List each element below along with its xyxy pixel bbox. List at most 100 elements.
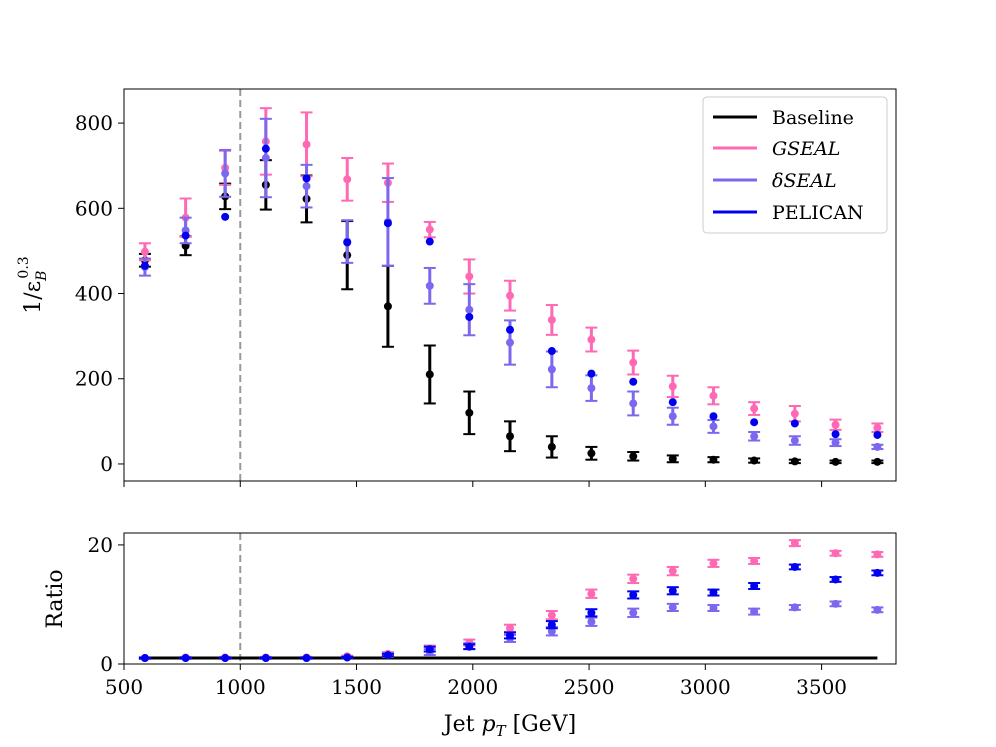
- point-gseal: [629, 358, 638, 367]
- point-pelican: [425, 237, 434, 246]
- ratio-point-pelican: [221, 654, 230, 663]
- point-gseal: [790, 409, 799, 418]
- ratio-xtick-label: 3500: [796, 675, 847, 699]
- point-pelican: [383, 219, 392, 228]
- point-gseal: [425, 225, 434, 234]
- ratio-point-pelican: [383, 651, 392, 660]
- ratio-point-pelican: [465, 642, 474, 651]
- point-pelican: [140, 261, 149, 270]
- ratio-point-gseal: [668, 567, 677, 576]
- legend-label-pelican: PELICAN: [772, 202, 864, 224]
- point-gseal: [587, 335, 596, 344]
- ratio-point-dseal: [750, 607, 759, 616]
- ratio-point-gseal: [587, 589, 596, 598]
- ratio-point-dseal: [831, 599, 840, 608]
- point-gseal: [547, 315, 556, 324]
- ratio-point-dseal: [709, 604, 718, 613]
- ratio-point-pelican: [668, 586, 677, 595]
- ratio-point-pelican: [181, 654, 190, 663]
- point-gseal: [831, 420, 840, 429]
- point-pelican: [302, 174, 311, 183]
- main-y-axis: 0 200 400 600 800: [75, 111, 124, 476]
- point-baseline: [750, 456, 759, 465]
- ratio-ytick-label: 20: [88, 533, 113, 557]
- legend-entry-gseal: GSEAL: [713, 138, 840, 160]
- point-baseline: [425, 370, 434, 379]
- ratio-point-pelican: [343, 653, 352, 662]
- ratio-point-dseal: [587, 617, 596, 626]
- ratio-point-pelican: [261, 654, 270, 663]
- point-gseal: [873, 423, 882, 432]
- point-baseline: [668, 454, 677, 463]
- point-pelican: [831, 430, 840, 439]
- point-pelican: [750, 418, 759, 427]
- ratio-point-dseal: [873, 605, 882, 614]
- ratio-point-pelican: [425, 645, 434, 654]
- point-pelican: [506, 325, 514, 334]
- point-baseline: [465, 408, 474, 417]
- point-dseal: [425, 281, 434, 290]
- point-dseal: [465, 305, 474, 314]
- point-gseal: [709, 391, 718, 400]
- legend-label-baseline: Baseline: [772, 107, 854, 129]
- ratio-point-pelican: [873, 568, 882, 577]
- ratio-point-pelican: [302, 654, 311, 663]
- point-baseline: [547, 442, 556, 451]
- ratio-point-pelican: [506, 631, 514, 640]
- point-baseline: [790, 457, 799, 466]
- point-pelican: [465, 312, 474, 321]
- main-panel: 0 200 400 600 800 1/εB0.3 Baseline GSEAL δSE…: [16, 88, 897, 487]
- point-gseal: [302, 140, 311, 149]
- point-dseal: [221, 169, 230, 178]
- point-pelican: [221, 212, 230, 221]
- ratio-point-pelican: [750, 581, 759, 590]
- main-ytick-label: 600: [75, 196, 113, 220]
- ratio-point-dseal: [790, 603, 799, 612]
- ratio-point-pelican: [629, 590, 638, 599]
- legend-label-gseal: GSEAL: [772, 138, 840, 160]
- ratio-point-gseal: [709, 559, 718, 568]
- main-ytick-label: 200: [75, 367, 113, 391]
- point-dseal: [709, 422, 718, 431]
- ratio-xtick-label: 1500: [331, 675, 382, 699]
- point-dseal: [668, 412, 677, 421]
- legend-entry-dseal: δSEAL: [713, 170, 837, 192]
- point-baseline: [587, 449, 596, 458]
- point-dseal: [831, 438, 840, 447]
- ratio-xtick-label: 2500: [564, 675, 615, 699]
- point-baseline: [831, 457, 840, 466]
- point-pelican: [629, 377, 638, 386]
- ratio-point-pelican: [790, 562, 799, 571]
- point-baseline: [709, 455, 718, 464]
- legend-entry-baseline: Baseline: [713, 107, 854, 129]
- main-x-ticks: [123, 481, 823, 487]
- ratio-point-pelican: [709, 588, 718, 597]
- ratio-data-points: [138, 539, 884, 663]
- point-dseal: [506, 338, 514, 347]
- ratio-point-gseal: [790, 539, 799, 548]
- point-dseal: [302, 182, 311, 191]
- x-axis-label: Jet pT [GeV]: [442, 712, 576, 740]
- main-data-points: [138, 107, 884, 466]
- ratio-xtick-label: 500: [105, 675, 143, 699]
- point-gseal: [343, 175, 352, 184]
- ratio-xtick-label: 2000: [447, 675, 498, 699]
- ratio-panel: 0 20 500 1000 1500 2000 2500 3000 3500 Ratio Je…: [43, 532, 897, 740]
- ratio-point-gseal: [506, 624, 514, 633]
- ratio-y-axis: 0 20: [88, 533, 124, 676]
- ratio-point-pelican: [831, 575, 840, 584]
- ratio-point-gseal: [873, 550, 882, 559]
- point-pelican: [181, 231, 190, 240]
- ratio-xtick-label: 3000: [680, 675, 731, 699]
- ratio-point-gseal: [629, 574, 638, 583]
- legend-frame: [702, 96, 888, 234]
- point-pelican: [668, 398, 677, 407]
- point-gseal: [506, 291, 514, 300]
- point-pelican: [873, 430, 882, 439]
- point-baseline: [629, 452, 638, 461]
- point-dseal: [261, 154, 270, 163]
- point-pelican: [343, 238, 352, 247]
- ratio-point-pelican: [587, 608, 596, 617]
- point-gseal: [668, 382, 677, 391]
